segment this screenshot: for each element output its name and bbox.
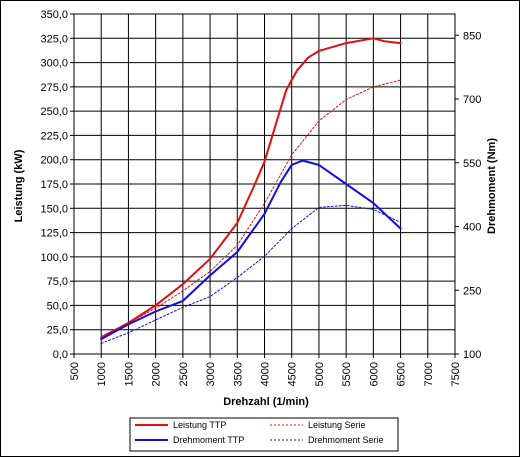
- x-tick-label: 1000: [96, 362, 108, 386]
- x-tick-label: 1500: [123, 362, 135, 386]
- x-tick-label: 2000: [151, 362, 163, 386]
- series-line-drehmoment-ttp: [100, 159, 402, 341]
- x-tick-label: 4500: [287, 362, 299, 386]
- x-tick-label: 7000: [423, 362, 435, 386]
- x-tick-label: 500: [69, 362, 81, 380]
- y-left-tick-label: 0,0: [53, 349, 68, 361]
- y-right-tick-label: 850: [463, 30, 481, 42]
- x-tick-label: 4000: [260, 362, 272, 386]
- y-left-tick-label: 200,0: [40, 155, 68, 167]
- tick-labels: 500 1000 1500 2000 2500 3000 3500 4000 4500 5000 5…: [40, 9, 481, 386]
- y-right-axis-title: Drehmoment (Nm): [486, 138, 498, 234]
- y-left-tick-label: 225,0: [40, 130, 68, 142]
- series-line-drehmoment-serie: [100, 204, 402, 344]
- legend-box: [129, 417, 399, 452]
- series-line-leistung-serie: [100, 79, 402, 337]
- legend-label: Drehmoment TTP: [173, 435, 244, 445]
- y-left-tick-label: 75,0: [47, 276, 68, 288]
- y-left-tick-label: 300,0: [40, 58, 68, 70]
- x-tick-label: 6500: [396, 362, 408, 386]
- y-right-tick-label: 400: [463, 222, 481, 234]
- legend-label: Leistung Serie: [308, 420, 366, 430]
- x-tick-label: 6000: [368, 362, 380, 386]
- legend: Leistung TTP Leistung Serie Drehmoment TTP…: [129, 417, 399, 452]
- y-right-tick-label: 250: [463, 285, 481, 297]
- y-left-tick-label: 100,0: [40, 252, 68, 264]
- y-left-tick-label: 25,0: [47, 325, 68, 337]
- plot-area: [73, 13, 456, 355]
- grid: [70, 13, 459, 358]
- x-tick-label: 7500: [450, 362, 462, 386]
- y-left-tick-label: 50,0: [47, 300, 68, 312]
- y-right-tick-label: 100: [463, 349, 481, 361]
- x-axis-title: Drehzahl (1/min): [223, 396, 309, 408]
- y-left-tick-label: 250,0: [40, 106, 68, 118]
- y-left-tick-label: 350,0: [40, 9, 68, 21]
- y-left-tick-label: 175,0: [40, 179, 68, 191]
- legend-label: Leistung TTP: [173, 420, 226, 430]
- x-tick-label: 2500: [178, 362, 190, 386]
- x-tick-label: 5000: [314, 362, 326, 386]
- y-left-tick-label: 125,0: [40, 228, 68, 240]
- y-right-tick-label: 550: [463, 158, 481, 170]
- series-line-leistung-ttp: [100, 37, 402, 339]
- y-left-tick-label: 275,0: [40, 82, 68, 94]
- legend-label: Drehmoment Serie: [308, 435, 384, 445]
- series-layer: [100, 37, 402, 344]
- x-tick-label: 3500: [232, 362, 244, 386]
- y-right-tick-label: 700: [463, 94, 481, 106]
- y-left-tick-label: 325,0: [40, 33, 68, 45]
- y-left-axis-title: Leistung (kW): [13, 149, 25, 222]
- y-left-tick-label: 150,0: [40, 203, 68, 215]
- x-tick-label: 3000: [205, 362, 217, 386]
- x-tick-label: 5500: [341, 362, 353, 386]
